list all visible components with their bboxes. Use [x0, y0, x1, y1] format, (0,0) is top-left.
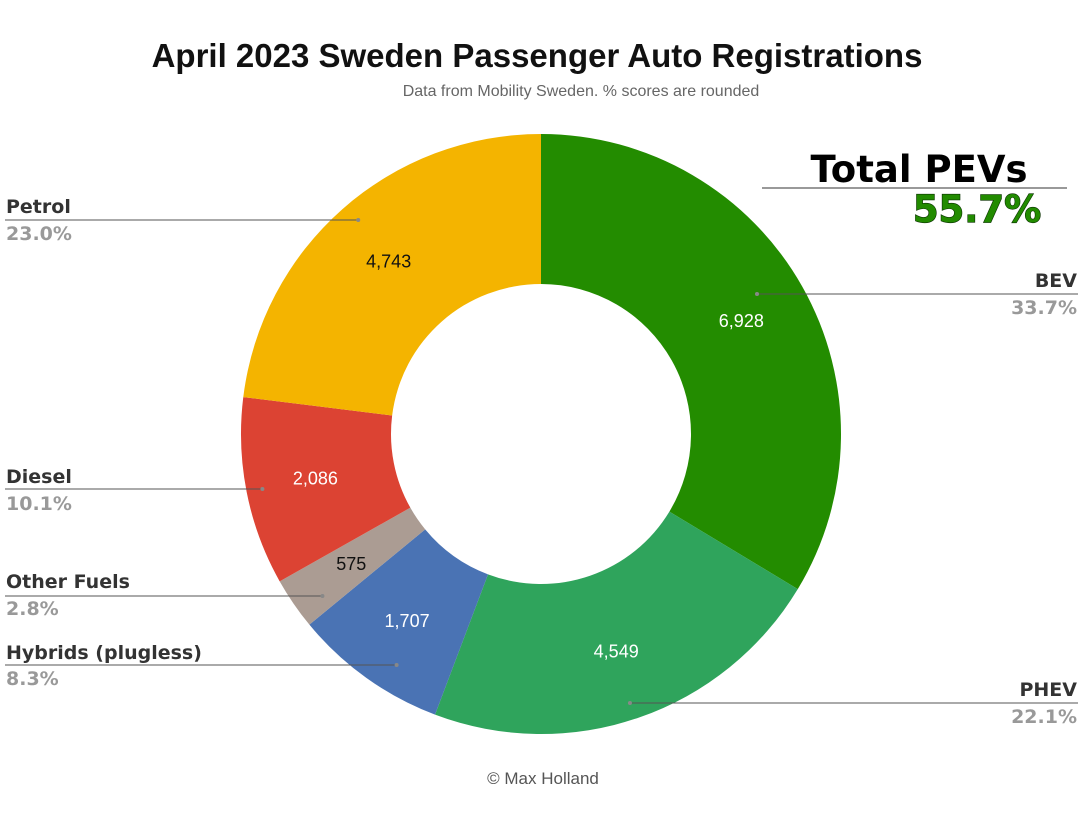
legend-name-phev: PHEV — [1019, 679, 1077, 701]
slice-diesel — [240, 397, 411, 582]
legend-name-hybrids-plugless: Hybrids (plugless) — [6, 642, 202, 664]
legend-name-bev: BEV — [1035, 270, 1077, 292]
value-label-other-fuels: 575 — [336, 554, 366, 574]
slice-other-fuels — [279, 507, 426, 625]
legend-percent-other-fuels: 2.8% — [6, 598, 59, 620]
legend-name-petrol: Petrol — [6, 196, 71, 218]
total-pevs-value: 55.7% — [913, 188, 1041, 231]
legend-percent-petrol: 23.0% — [6, 223, 72, 245]
chart-title: April 2023 Sweden Passenger Auto Registr… — [152, 37, 923, 74]
slice-petrol — [243, 134, 541, 416]
value-label-diesel: 2,086 — [293, 469, 338, 489]
labels-layer: 6,928 4,549 1,707 575 2,086 4,743 — [293, 252, 764, 662]
legend-percent-bev: 33.7% — [1011, 297, 1077, 319]
leader-dot-other-fuels — [320, 594, 325, 598]
legend-percent-diesel: 10.1% — [6, 493, 72, 515]
slice-bev — [541, 134, 841, 590]
value-label-bev: 6,928 — [719, 311, 764, 331]
legend-name-other-fuels: Other Fuels — [6, 571, 130, 593]
value-label-petrol: 4,743 — [366, 252, 411, 272]
leader-dot-petrol — [356, 218, 361, 222]
slice-phev — [435, 511, 798, 735]
total-pevs-title: Total PEVs — [810, 148, 1027, 191]
slice-hybrids-plugless — [309, 529, 489, 715]
leader-dot-phev — [627, 701, 632, 705]
leader-dot-hybrids-plugless — [394, 663, 399, 667]
chart-subtitle: Data from Mobility Sweden. % scores are … — [403, 83, 760, 100]
value-label-phev: 4,549 — [594, 641, 639, 661]
chart-credit: © Max Holland — [487, 769, 599, 788]
legend-layer: BEV 33.7% PHEV 22.1% Hybrids (plugless) 8.3% O… — [5, 196, 1078, 728]
legend-name-diesel: Diesel — [6, 466, 72, 488]
total-pevs-annotation: Total PEVs 55.7% — [762, 148, 1067, 232]
value-label-hybrids-plugless: 1,707 — [385, 611, 430, 631]
slices-layer — [240, 134, 841, 735]
legend-percent-phev: 22.1% — [1011, 706, 1077, 728]
leader-dot-diesel — [260, 487, 265, 491]
leader-dot-bev — [754, 292, 759, 296]
legend-percent-hybrids-plugless: 8.3% — [6, 668, 59, 690]
